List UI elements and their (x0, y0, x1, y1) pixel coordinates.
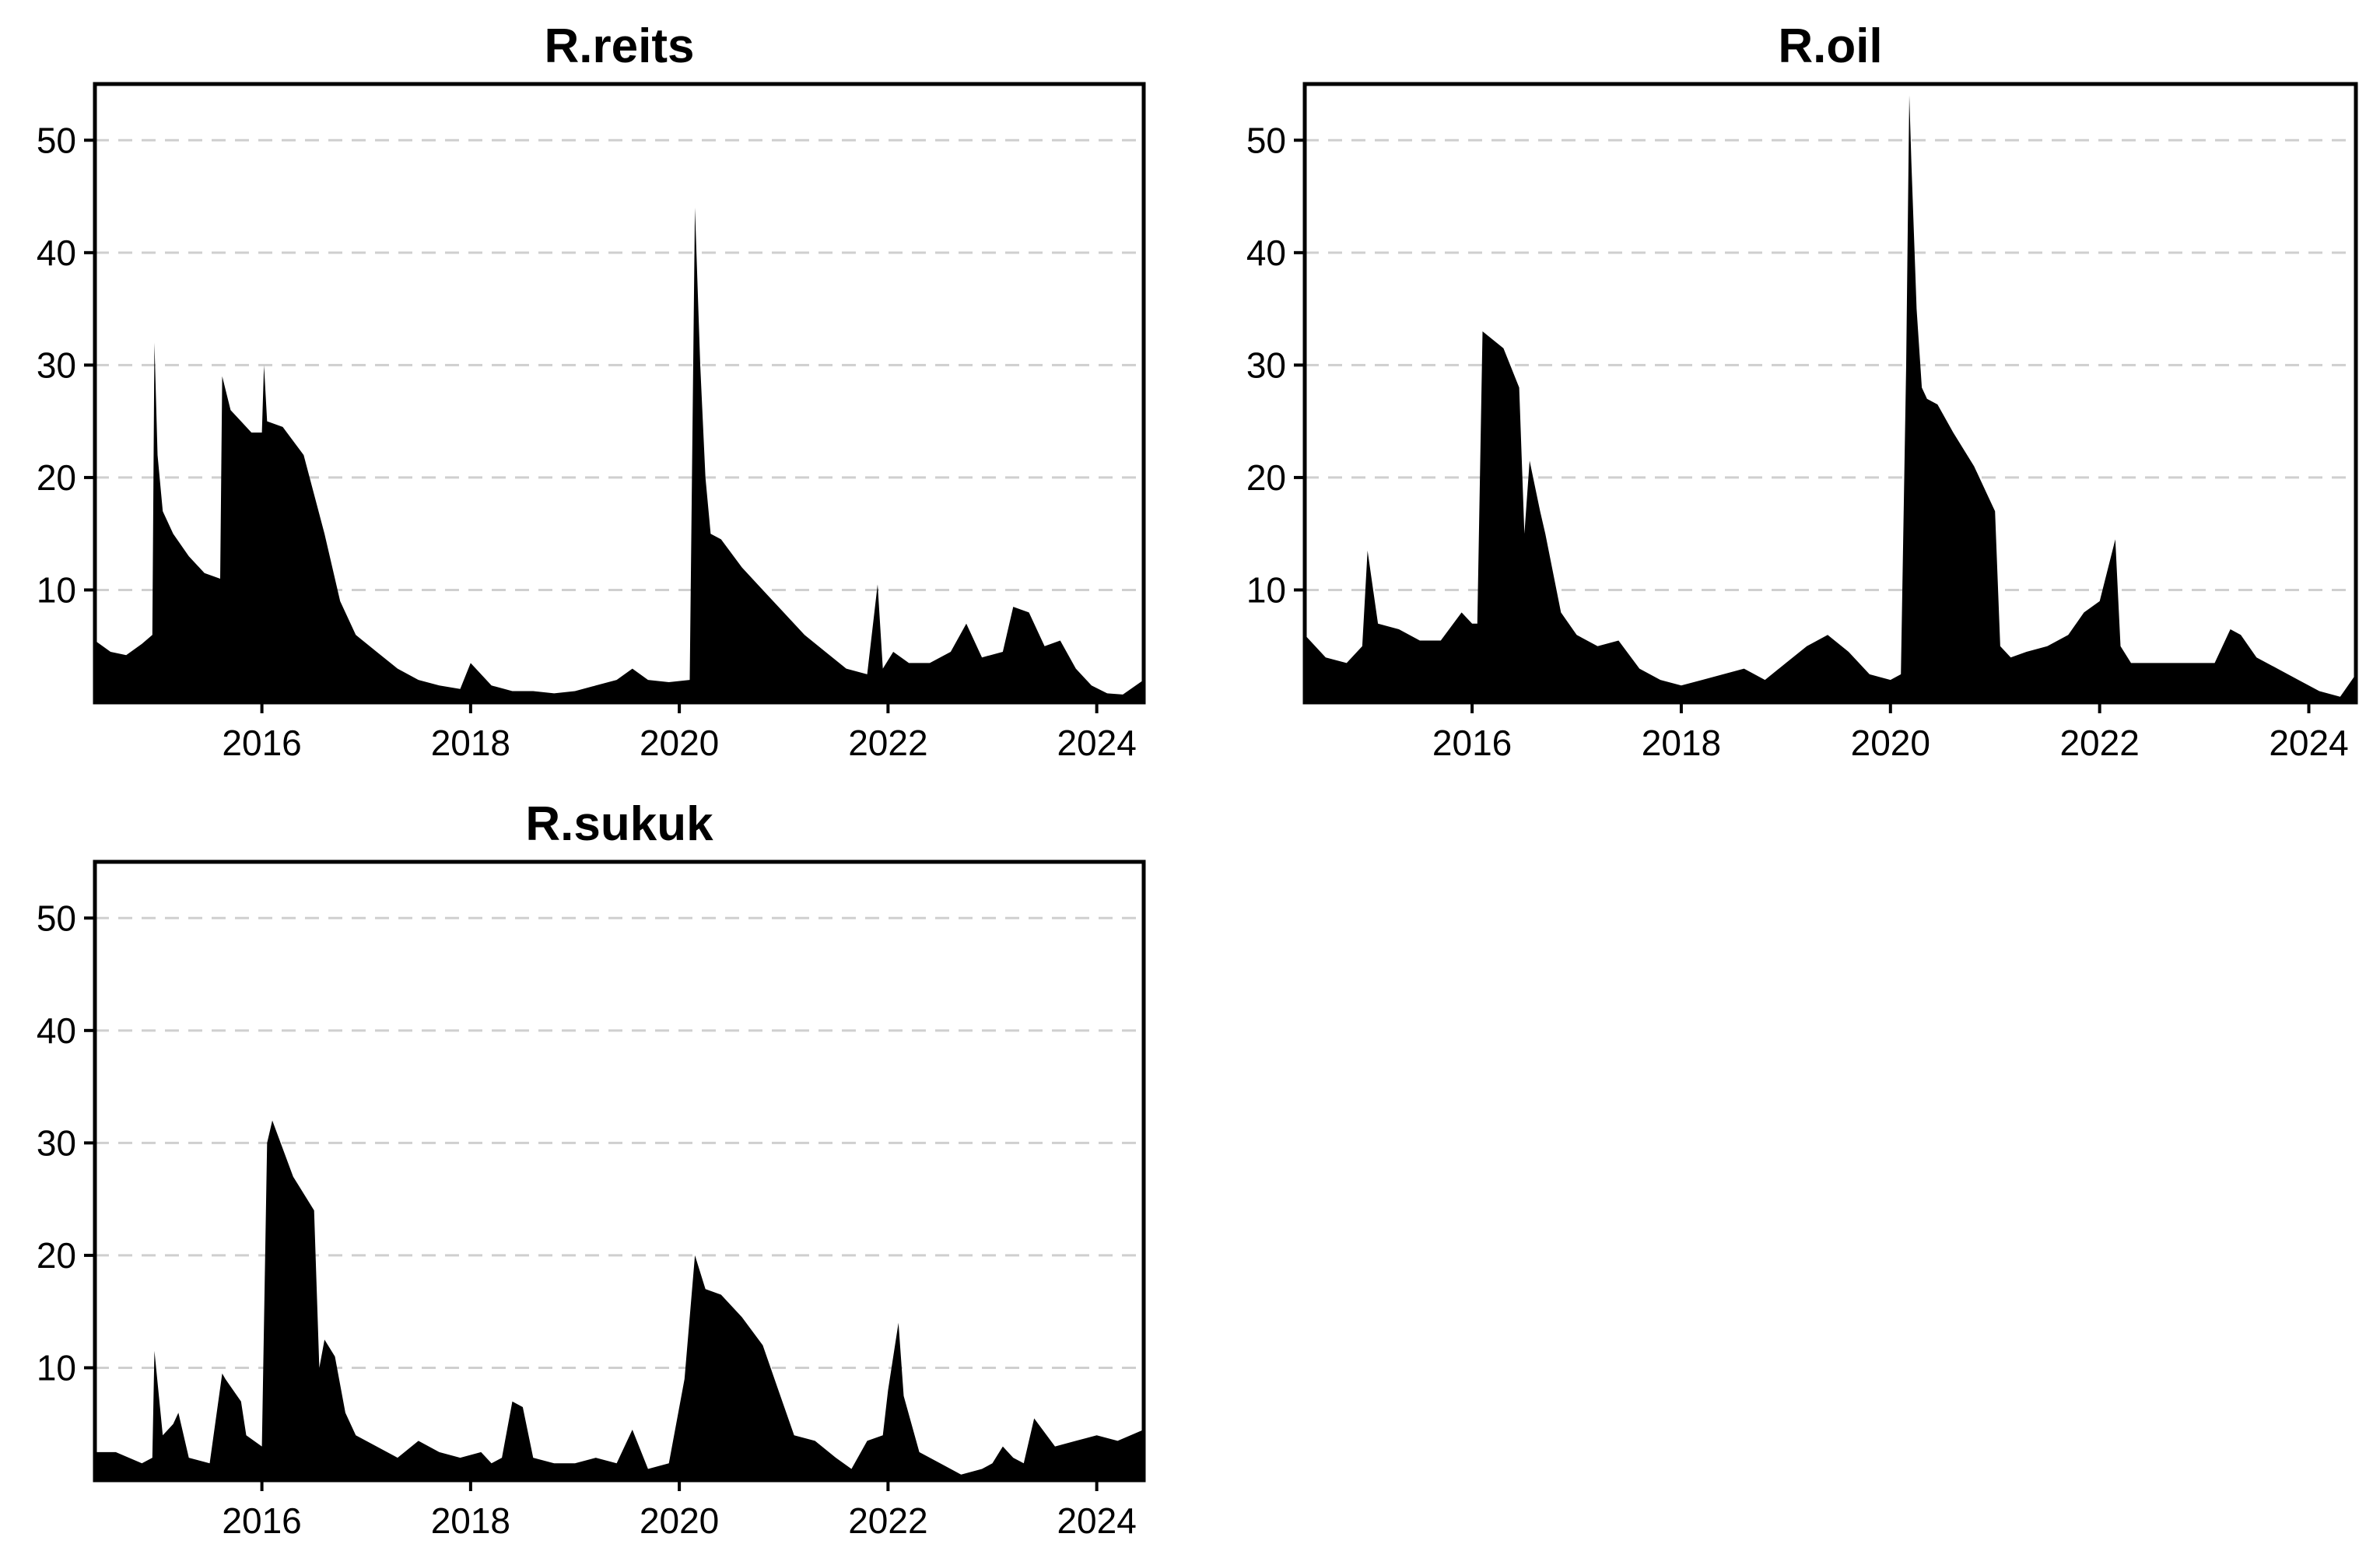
y-tick-label-30: 30 (37, 345, 76, 385)
plot-frame (93, 860, 1146, 1483)
series-area (1305, 95, 2356, 702)
y-tick-label-10: 10 (37, 1347, 76, 1388)
x-tick-label-2024: 2024 (1057, 723, 1136, 763)
x-tick-label-2016: 2016 (1432, 723, 1512, 763)
y-tick-label-40: 40 (37, 1010, 76, 1051)
x-tick-label-2020: 2020 (640, 723, 719, 763)
y-tick-label-50: 50 (37, 898, 76, 938)
y-tick-label-40: 40 (1246, 233, 1286, 273)
chart-title: R.oil (1778, 19, 1882, 73)
panel-r-reits: R.reits 10 20 30 40 50 2016 2018 2020 2022 2024 (37, 19, 1146, 763)
series-area (95, 1120, 1144, 1480)
y-tick-label-50: 50 (37, 120, 76, 160)
x-tick-label-2024: 2024 (2269, 723, 2348, 763)
y-tick-label-30: 30 (1246, 345, 1286, 385)
x-tick-label-2022: 2022 (2059, 723, 2139, 763)
y-tick-label-30: 30 (37, 1122, 76, 1163)
x-tick-label-2016: 2016 (222, 723, 301, 763)
y-tick-label-20: 20 (37, 457, 76, 498)
y-tick-label-10: 10 (1246, 569, 1286, 610)
plot-frame (1302, 82, 2358, 705)
y-tick-label-20: 20 (1246, 457, 1286, 498)
y-tick-label-20: 20 (37, 1235, 76, 1276)
x-tick-label-2018: 2018 (1642, 723, 1721, 763)
x-tick-label-2020: 2020 (640, 1500, 719, 1541)
plot-frame (93, 82, 1146, 705)
x-tick-label-2020: 2020 (1851, 723, 1930, 763)
x-tick-label-2022: 2022 (848, 723, 927, 763)
y-tick-label-10: 10 (37, 569, 76, 610)
panel-r-oil: R.oil 10 20 30 40 50 2016 2018 2020 2022 2024 (1246, 19, 2358, 763)
x-tick-label-2018: 2018 (431, 1500, 510, 1541)
chart-title: R.reits (545, 19, 695, 73)
panel-r-sukuk: R.sukuk 10 20 30 40 50 2016 2018 2020 2022 2024 (37, 797, 1146, 1541)
series-area (95, 208, 1144, 702)
chart-title: R.sukuk (525, 797, 713, 851)
y-tick-label-40: 40 (37, 233, 76, 273)
y-tick-label-50: 50 (1246, 120, 1286, 160)
x-tick-label-2024: 2024 (1057, 1500, 1136, 1541)
x-tick-label-2018: 2018 (431, 723, 510, 763)
x-tick-label-2016: 2016 (222, 1500, 301, 1541)
x-tick-label-2022: 2022 (848, 1500, 927, 1541)
